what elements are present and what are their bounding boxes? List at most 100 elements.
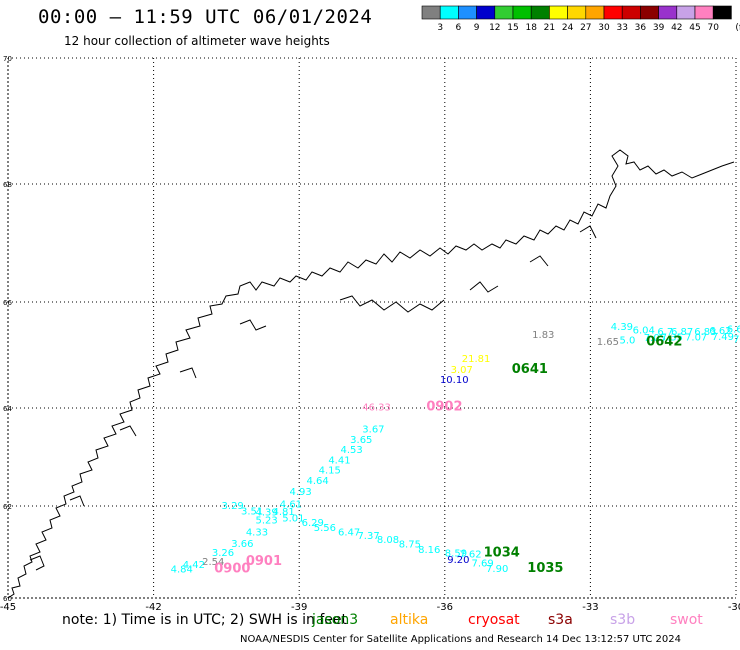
wave-height-value: 3.66 xyxy=(231,539,253,550)
wave-height-value: 4.64 xyxy=(306,476,328,487)
colorbar-swatch-9 xyxy=(585,5,605,20)
wave-height-value: 6.83 xyxy=(694,327,716,338)
colorbar-tick-label: 21 xyxy=(544,23,555,33)
wave-height-value: 3.65 xyxy=(350,435,372,446)
wave-height-value: 4.42 xyxy=(183,560,205,571)
pass-time-label: 0641 xyxy=(512,362,548,377)
wave-height-value: 3.07 xyxy=(451,365,473,376)
colorbar-tick-label: 45 xyxy=(689,23,700,33)
greenland-coastline xyxy=(7,149,735,599)
wave-height-value: 8.08 xyxy=(377,535,399,546)
colorbar-swatch-6 xyxy=(530,5,550,20)
wave-height-value: 5.01 xyxy=(282,514,304,525)
colorbar-swatch-12 xyxy=(640,5,659,20)
wave-height-value: 4.41 xyxy=(328,455,350,466)
wave-height-value: 4.81 xyxy=(273,507,295,518)
wave-height-value: 7.69 xyxy=(471,559,493,570)
colorbar-swatch-13 xyxy=(658,5,678,20)
mission-label-cryosat: cryosat xyxy=(468,612,520,628)
colorbar-swatch-4 xyxy=(494,5,514,20)
wave-height-value: 7.62 xyxy=(459,550,481,561)
lon-tick-label: -30 xyxy=(728,602,740,613)
colorbar-swatch-7 xyxy=(549,5,568,20)
wave-height-value: 4.39 xyxy=(611,322,633,333)
colorbar-swatch-5 xyxy=(512,5,532,20)
page-subtitle: 12 hour collection of altimeter wave hei… xyxy=(64,34,330,48)
pass-time-label: 0901 xyxy=(246,554,282,569)
mission-label-swot: swot xyxy=(670,612,703,628)
colorbar-tick-label: 39 xyxy=(653,23,665,33)
wave-height-value: 7.37 xyxy=(357,531,379,542)
colorbar-tick-label: 15 xyxy=(507,23,518,33)
wave-height-value: 6.7 xyxy=(657,327,673,338)
colorbar-tick-label: 36 xyxy=(635,23,647,33)
colorbar-swatch-1 xyxy=(439,5,459,20)
colorbar-swatch-3 xyxy=(476,5,496,20)
lat-tick-label: 60 xyxy=(3,595,12,603)
wave-height-value: 1.65 xyxy=(597,337,619,348)
wave-height-value: 2.54 xyxy=(202,557,224,568)
wave-height-value: 3.29 xyxy=(222,501,244,512)
lat-tick-label: 62 xyxy=(3,503,12,511)
wave-height-value: 3.26 xyxy=(212,548,234,559)
wave-height-value: 4.39 xyxy=(256,508,278,519)
wave-height-value: 8.59 xyxy=(445,549,467,560)
wave-height-value: 5.56 xyxy=(314,523,336,534)
wave-height-value: 4.33 xyxy=(246,527,268,538)
wave-height-value: 8.16 xyxy=(418,545,440,556)
mission-label-s3b: s3b xyxy=(610,612,636,628)
colorbar-swatch-16 xyxy=(712,5,732,20)
colorbar-swatch-15 xyxy=(694,5,714,20)
colorbar-tick-label: 33 xyxy=(616,23,627,33)
wave-height-value: 4.93 xyxy=(289,487,311,498)
wave-height-value: 7. xyxy=(733,334,740,345)
colorbar-tick-label: 9 xyxy=(474,23,480,33)
coastline-islands xyxy=(29,225,597,571)
page-title: 00:00 – 11:59 UTC 06/01/2024 xyxy=(38,6,373,28)
wave-height-value: 6.62 xyxy=(727,325,740,336)
wave-height-value: 3.67 xyxy=(362,425,384,436)
wave-height-value: 4.61 xyxy=(280,499,302,510)
wave-height-value: 21.81 xyxy=(462,354,491,365)
lon-tick-label: -42 xyxy=(145,602,161,613)
wave-height-value: 9.20 xyxy=(447,555,469,566)
colorbar-tick-label: 6 xyxy=(456,23,462,33)
wave-height-value: 7.90 xyxy=(486,564,508,575)
lon-tick-label: -45 xyxy=(0,602,16,613)
wave-height-value: 6.04 xyxy=(633,325,655,336)
colorbar-swatch-2 xyxy=(458,5,477,20)
colorbar-swatch-10 xyxy=(603,5,623,20)
wave-height-value: 4.84 xyxy=(171,565,193,576)
wave-height-value: 4.15 xyxy=(319,466,341,477)
wave-height-value: 6.87 xyxy=(671,327,693,338)
wave-height-value: 7.35 xyxy=(661,333,683,344)
axis-labels: -45 -42 -39 -36 -33 -30 70 68 66 64 62 60 xyxy=(0,55,740,613)
pass-time-label: 1035 xyxy=(527,561,563,576)
footer-note: note: 1) Time is in UTC; 2) SWH is in fe… xyxy=(62,612,348,628)
wave-height-value: 7.49 xyxy=(712,332,734,343)
colorbar-tick-label: 3 xyxy=(437,23,443,33)
mission-label-jason3: jason3 xyxy=(312,612,359,628)
pass-time-label: 0902 xyxy=(426,399,462,414)
colorbar-tick-label: 42 xyxy=(671,23,682,33)
wave-height-value: 5.23 xyxy=(256,515,278,526)
wave-height-value: 1.83 xyxy=(532,330,554,341)
colorbar-tick-label: 70 xyxy=(707,23,719,33)
colorbar-tick-label: 12 xyxy=(489,23,500,33)
wave-height-value: 6.62 xyxy=(709,326,731,337)
lat-tick-label: 70 xyxy=(3,55,12,63)
colorbar-tick-label: 27 xyxy=(580,23,591,33)
lon-tick-label: -33 xyxy=(582,602,598,613)
colorbar-swatch-0 xyxy=(421,5,441,20)
wave-height-value: 6.47 xyxy=(338,527,360,538)
colorbar-unit: (ft) xyxy=(735,23,740,33)
wave-height-value: 3.51 xyxy=(241,506,263,517)
wave-height-value: 7.05 xyxy=(644,333,666,344)
pass-time-label: 1034 xyxy=(484,546,520,561)
colorbar-tick-label: 30 xyxy=(598,23,610,33)
colorbar-tick-label: 24 xyxy=(562,23,574,33)
lat-tick-label: 68 xyxy=(3,181,12,189)
mission-label-altika: altika xyxy=(390,612,429,628)
